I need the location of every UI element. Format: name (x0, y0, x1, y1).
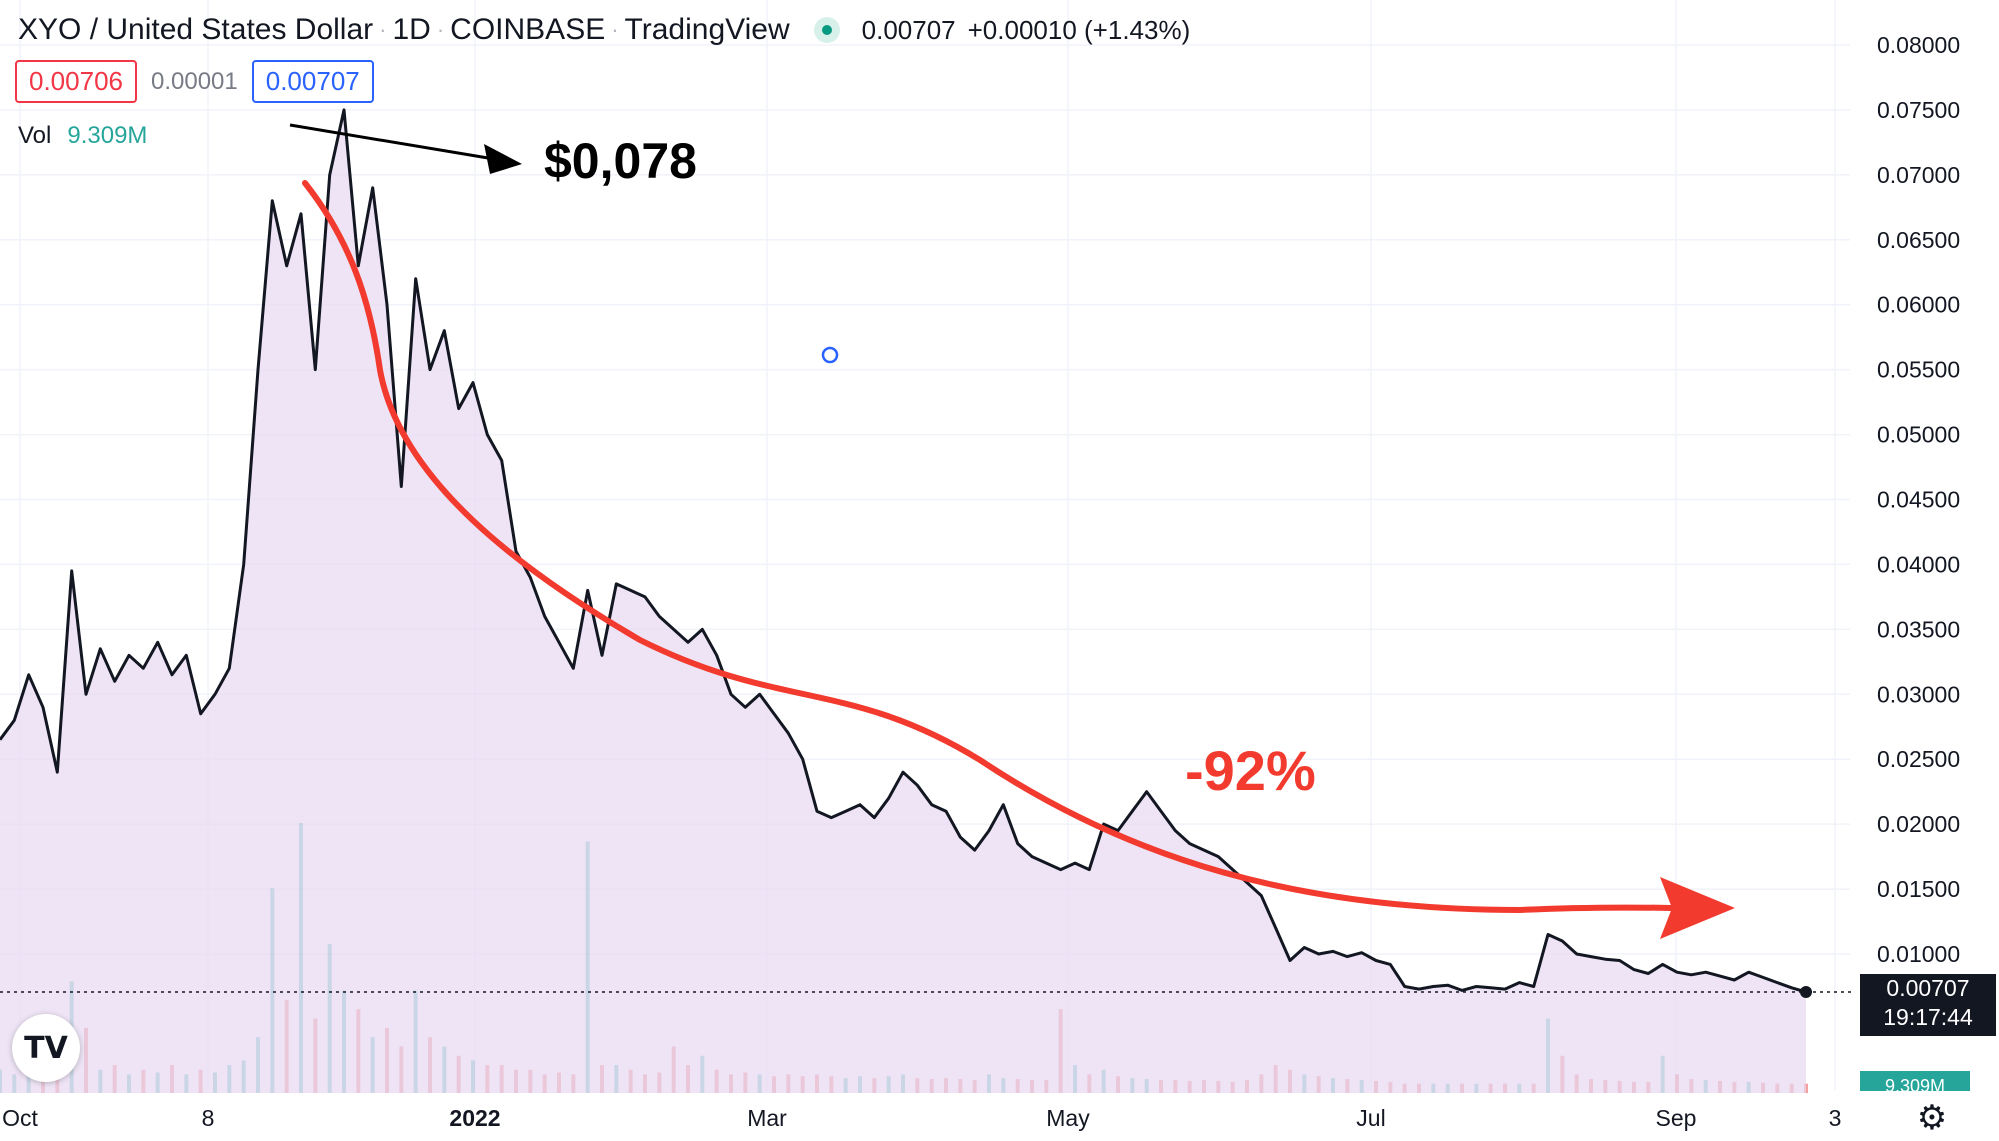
y-tick-label: 0.03000 (1877, 681, 1960, 707)
y-tick-label: 0.04500 (1877, 487, 1960, 513)
volume-label: Vol (18, 122, 52, 149)
price-change: +0.00010 (+1.43%) (967, 14, 1191, 45)
drop-annotation: -92% (1185, 739, 1316, 802)
volume-value: 9.309M (67, 122, 148, 149)
last-price-badge-value: 0.00707 (1886, 975, 1970, 1001)
y-tick-label: 0.01000 (1877, 941, 1960, 967)
x-tick-label: 2022 (449, 1105, 500, 1131)
chart-header: XYO / United States Dollar · 1D · COINBA… (18, 8, 1190, 52)
price-area-fill (0, 109, 1806, 1093)
volume-legend[interactable]: Vol 9.309M (18, 122, 147, 150)
volume-badge: 9.309M (1860, 1071, 1970, 1091)
x-tick-label: May (1046, 1105, 1090, 1131)
y-tick-label: 0.08000 (1877, 32, 1960, 58)
tradingview-logo-icon[interactable]: TV (12, 1014, 80, 1082)
y-tick-label: 0.06500 (1877, 227, 1960, 253)
y-tick-label: 0.03500 (1877, 616, 1960, 642)
x-tick-label: Sep (1656, 1105, 1697, 1131)
sell-button[interactable]: 0.00706 (15, 60, 137, 103)
x-tick-label: 8 (202, 1105, 215, 1131)
separator: · (436, 17, 445, 42)
market-status-icon[interactable] (813, 17, 840, 43)
bar-countdown: 19:17:44 (1883, 1004, 1973, 1030)
quote-row: 0.00706 0.00001 0.00707 (15, 60, 374, 103)
peak-arrow (289, 123, 501, 162)
y-tick-label: 0.04000 (1877, 551, 1960, 577)
separator: · (379, 17, 387, 42)
peak-annotation: $0,078 (544, 133, 697, 189)
peak-arrow-head (484, 144, 522, 174)
decline-curve (302, 180, 1683, 914)
x-tick-label: Oct (2, 1105, 38, 1131)
y-axis-labels: 0.08000 0.07500 0.07000 0.06500 0.06000 0.055… (1877, 32, 1960, 967)
symbol-name[interactable]: XYO / United States Dollar (18, 13, 374, 46)
y-tick-label: 0.02000 (1877, 811, 1960, 837)
gear-icon[interactable]: ⚙ (1916, 1098, 1948, 1138)
y-tick-label: 0.01500 (1877, 876, 1960, 902)
y-tick-label: 0.07500 (1877, 97, 1960, 123)
y-tick-label: 0.05500 (1877, 357, 1960, 383)
separator: · (611, 17, 619, 42)
last-price-badge: 0.00707 19:17:44 (1860, 974, 1996, 1036)
y-tick-label: 0.02500 (1877, 746, 1960, 772)
y-tick-label: 0.07000 (1877, 162, 1960, 188)
price-line (0, 108, 1807, 994)
y-tick-label: 0.05000 (1877, 422, 1960, 448)
x-axis-labels: Oct 8 2022 Mar May Jul Sep 3 (2, 1105, 1841, 1131)
drawing-anchor-marker[interactable] (821, 346, 839, 364)
decline-arrow-head (1660, 877, 1735, 939)
last-price: 0.00707 (861, 14, 956, 45)
x-tick-label: Jul (1356, 1105, 1385, 1131)
spread-value: 0.00001 (150, 67, 238, 95)
interval[interactable]: 1D (392, 13, 431, 46)
exchange: COINBASE (450, 13, 606, 46)
x-tick-label: Mar (747, 1105, 787, 1131)
x-tick-label: 3 (1829, 1105, 1842, 1131)
last-price-dot (1800, 986, 1812, 999)
buy-button[interactable]: 0.00707 (251, 60, 374, 103)
platform: TradingView (624, 13, 790, 46)
y-tick-label: 0.06000 (1877, 292, 1960, 318)
